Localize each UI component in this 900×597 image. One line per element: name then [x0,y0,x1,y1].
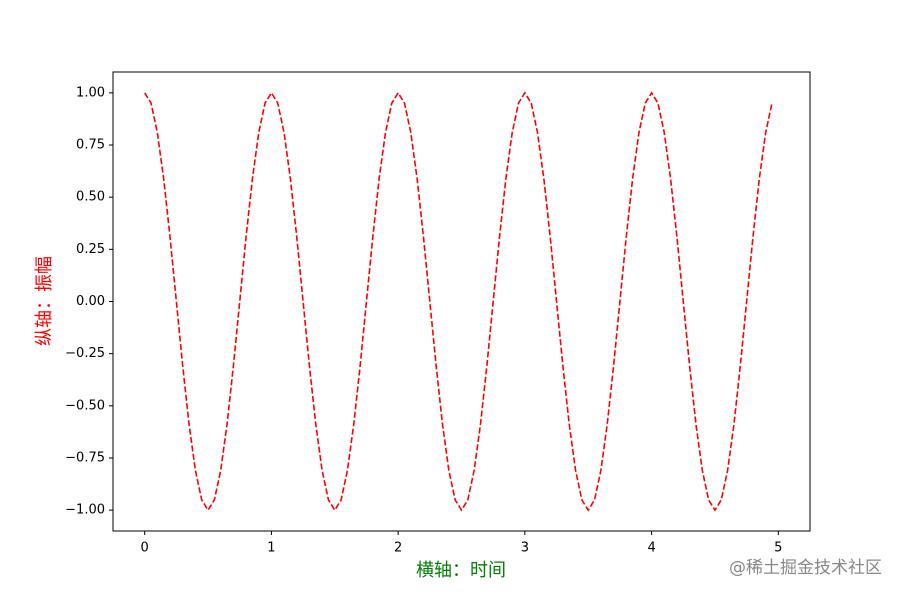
y-tick-label: −0.25 [65,346,105,361]
x-tick-label: 3 [521,541,529,556]
axes-frame [112,71,811,532]
y-axis-label: 纵轴：振幅 [34,256,55,346]
y-tick-label: 0.75 [76,138,105,153]
x-tick-label: 0 [141,541,149,556]
y-tick-label: 0.25 [76,242,105,257]
line [144,91,773,512]
y-tick-label: −0.50 [65,398,105,413]
x-tick-label: 5 [774,541,782,556]
x-tick-label: 2 [394,541,402,556]
y-tick-label: 0.50 [76,190,105,205]
y-tick-label: 0.00 [76,294,105,309]
y-tick-label: −0.75 [65,450,105,465]
y-tick-label: 1.00 [76,85,105,100]
x-tick-label: 4 [647,541,655,556]
watermark: @稀土掘金技术社区 [729,558,882,578]
x-tick-label: 1 [267,541,275,556]
x-axis-label: 横轴：时间 [416,560,506,581]
y-tick-label: −1.00 [65,503,105,518]
